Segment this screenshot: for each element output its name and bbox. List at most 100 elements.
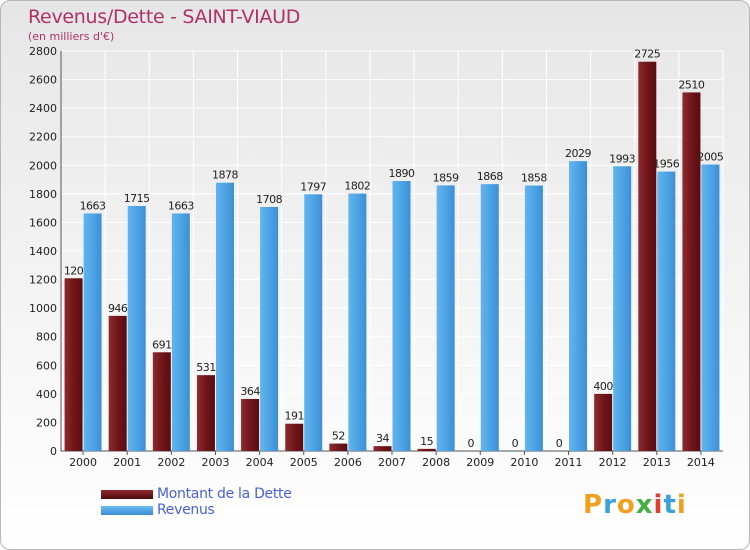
x-tick-label: 2007 [378,456,406,469]
bar-revenus [127,206,146,451]
bar-dette [594,393,613,451]
data-label-revenus: 2005 [697,151,723,164]
x-tick-label: 2011 [555,456,583,469]
data-label-dette: 52 [332,430,345,443]
chart-title: Revenus/Dette - SAINT-VIAUD [28,6,301,28]
x-tick-label: 2010 [510,456,538,469]
logo-letter: o [616,490,636,520]
bar-dette [373,446,392,451]
y-tick-label: 1400 [29,245,57,258]
logo-letter: i [676,490,687,520]
x-tick-label: 2002 [157,456,185,469]
data-label-dette: 2725 [634,48,660,61]
data-label-revenus: 1797 [300,180,326,193]
x-tick-label: 2006 [334,456,362,469]
x-tick-label: 2013 [643,456,671,469]
bar-revenus [436,185,455,451]
logo-letter: x [635,490,654,520]
y-tick-label: 2200 [29,131,57,144]
data-label-dette: 0 [468,437,475,450]
data-label-revenus: 1663 [168,199,194,212]
x-tick-label: 2000 [69,456,97,469]
data-label-dette: 0 [512,437,519,450]
logo-letter: P [583,490,604,520]
bar-chart: 0200400600800100012001400160018002000220… [29,45,724,469]
bar-revenus [569,161,588,451]
logo-letter: r [603,490,617,520]
bar-dette [417,448,436,451]
x-tick-label: 2001 [113,456,141,469]
data-label-revenus: 1890 [389,167,415,180]
bar-revenus [171,213,190,451]
data-label-dette: 15 [420,435,433,448]
bar-revenus [83,213,102,451]
y-tick-label: 800 [36,331,57,344]
bar-revenus [480,184,499,451]
data-label-revenus: 1956 [653,158,679,171]
x-tick-label: 2005 [290,456,318,469]
chart-subtitle: (en milliers d'€) [28,30,115,43]
logo-letter: t [663,490,677,520]
bar-dette [682,92,701,451]
data-label-revenus: 1993 [609,152,635,165]
proxiti-logo: Proxiti [583,490,687,520]
logo-letter: i [653,490,664,520]
bar-dette [241,399,260,451]
bar-revenus [524,185,543,452]
bar-revenus [613,166,632,452]
data-label-dette: 400 [593,380,613,393]
data-label-revenus: 1708 [256,193,282,206]
y-tick-label: 1200 [29,274,57,287]
y-tick-label: 200 [36,416,57,429]
data-label-revenus: 1859 [433,171,459,184]
bar-revenus [215,182,234,451]
bar-revenus [348,193,367,452]
y-tick-label: 0 [50,445,57,458]
data-label-dette: 691 [152,338,172,351]
bar-revenus [260,207,279,451]
data-label-revenus: 1878 [212,169,238,182]
data-label-dette: 34 [376,432,389,445]
x-tick-label: 2009 [466,456,494,469]
bar-dette [329,443,348,451]
bar-revenus [392,181,411,451]
y-tick-label: 1800 [29,188,57,201]
y-tick-label: 400 [36,388,57,401]
bar-dette [285,423,304,451]
bar-dette [152,352,171,451]
legend-swatch-revenus [101,506,153,515]
data-label-revenus: 2029 [565,147,591,160]
x-tick-label: 2012 [599,456,627,469]
bar-dette [638,61,657,451]
data-label-dette: 531 [196,361,216,374]
data-label-dette: 0 [556,437,563,450]
bar-dette [108,315,127,451]
y-tick-label: 2000 [29,159,57,172]
y-tick-label: 1600 [29,216,57,229]
y-tick-label: 600 [36,359,57,372]
legend-label-revenus: Revenus [157,502,215,518]
data-label-dette: 120 [64,264,84,277]
y-tick-label: 1000 [29,302,57,315]
data-label-revenus: 1858 [521,172,547,185]
data-label-revenus: 1663 [80,199,106,212]
bar-dette [64,278,83,451]
data-label-revenus: 1802 [344,180,370,193]
y-tick-label: 2600 [29,74,57,87]
y-tick-label: 2800 [29,45,57,58]
data-label-revenus: 1868 [477,170,503,183]
bar-revenus [304,194,323,452]
bar-revenus [657,171,676,452]
x-tick-label: 2003 [201,456,229,469]
x-tick-label: 2004 [246,456,274,469]
data-label-revenus: 1715 [124,192,150,205]
x-tick-label: 2014 [687,456,715,469]
bar-revenus [701,164,720,452]
data-label-dette: 364 [240,385,260,398]
x-tick-label: 2008 [422,456,450,469]
y-tick-label: 2400 [29,102,57,115]
data-label-dette: 946 [108,302,128,315]
legend-swatch-debt [101,490,153,499]
bar-dette [196,375,215,451]
